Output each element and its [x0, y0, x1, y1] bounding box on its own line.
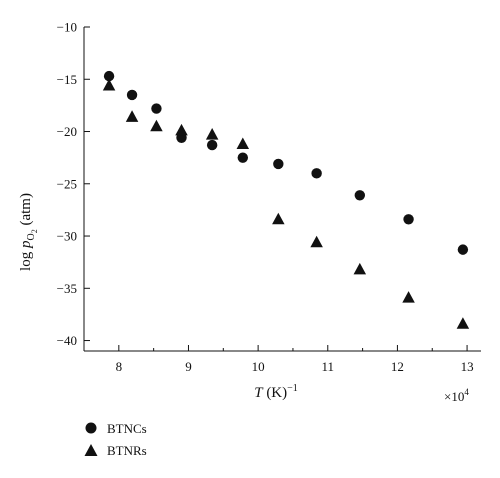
y-tick-label: −25: [57, 176, 77, 191]
data-markers: [102, 70, 470, 329]
point-btnrs: [310, 235, 323, 248]
y-tick-label: −10: [57, 20, 77, 35]
x-axis-label-unit: (K): [263, 385, 288, 401]
y-axis-label-suffix: (atm): [18, 193, 34, 229]
y-axis-label-prefix: log: [18, 248, 34, 271]
legend-label-btncs: BTNCs: [107, 421, 147, 436]
point-btnrs: [456, 317, 470, 329]
legend-marker-btnrs: [84, 444, 98, 456]
x-tick-label: 8: [116, 359, 123, 374]
legend-label-btnrs: BTNRs: [107, 443, 147, 458]
point-btncs: [354, 190, 366, 201]
point-btncs: [237, 152, 248, 163]
y-axis-label: log pO2 (atm): [18, 193, 39, 271]
point-btnrs: [175, 123, 188, 136]
legend-marker-btncs: [85, 422, 97, 434]
x-axis-label-var: T: [254, 385, 264, 401]
point-btnrs: [150, 119, 163, 132]
x-axis-label-exponent: −1: [287, 383, 298, 394]
point-btncs: [103, 70, 115, 82]
point-btnrs: [125, 110, 139, 122]
point-btncs: [273, 158, 284, 170]
point-btncs: [403, 214, 414, 225]
point-btncs: [126, 89, 138, 101]
y-axis-label-sub: O: [26, 233, 37, 240]
point-btnrs: [205, 128, 219, 140]
axes: [83, 27, 481, 352]
point-btnrs: [236, 137, 250, 150]
point-btnrs: [272, 212, 285, 225]
y-axis-label-subsub: 2: [30, 229, 39, 233]
x-axis-multiplier-base: ×10: [444, 389, 464, 404]
x-tick-label: 11: [322, 359, 335, 374]
y-tick-label: −20: [57, 124, 77, 139]
point-btnrs: [353, 262, 367, 275]
y-ticks: −10 −15 −20 −25 −30 −35 −40: [57, 20, 90, 348]
x-tick-label: 13: [461, 359, 474, 374]
point-btncs: [151, 103, 162, 114]
y-tick-label: −15: [57, 72, 77, 87]
y-tick-label: −30: [57, 229, 77, 244]
point-btncs: [457, 244, 469, 255]
point-btnrs: [102, 78, 116, 91]
point-btncs: [206, 139, 218, 151]
legend: BTNCs BTNRs: [84, 421, 147, 458]
x-tick-label: 10: [252, 359, 265, 374]
x-ticks: 8 9 10 11 12 13: [83, 345, 474, 374]
x-axis-label: T (K)−1: [254, 383, 298, 401]
point-btncs: [311, 168, 322, 179]
y-axis-label-p: p: [18, 240, 34, 249]
point-btnrs: [402, 291, 415, 303]
x-axis-multiplier-exponent: 4: [464, 387, 469, 397]
y-tick-label: −35: [57, 281, 77, 296]
x-axis-multiplier: ×104: [444, 387, 469, 404]
y-tick-label: −40: [57, 333, 77, 348]
x-tick-label: 9: [185, 359, 192, 374]
x-tick-label: 12: [391, 359, 404, 374]
